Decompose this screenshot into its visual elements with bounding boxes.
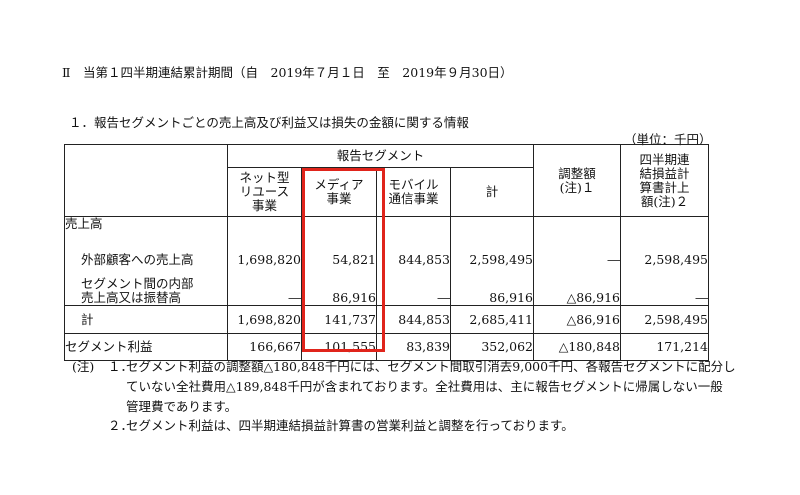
header-consolidated: 四半期連 結損益計 算書計上 額(注)２ bbox=[620, 144, 710, 217]
int-subtotal: 86,916 bbox=[449, 273, 535, 306]
header-mobile: モバイル 通信事業 bbox=[376, 167, 451, 217]
note-mark: (注) bbox=[72, 359, 95, 374]
ext-media: 54,821 bbox=[301, 247, 377, 273]
profit-subtotal: 352,062 bbox=[449, 333, 535, 361]
ext-subtotal: 2,598,495 bbox=[449, 247, 535, 273]
total-subtotal: 2,685,411 bbox=[449, 305, 535, 334]
header-reuse: ネット型 リユース 事業 bbox=[227, 167, 302, 217]
profit-consolidated: 171,214 bbox=[620, 333, 710, 361]
row-internal-sales: セグメント間の内部 売上高又は振替高 ― 86,916 ― 86,916 △86… bbox=[64, 273, 710, 306]
row-external-label: 外部顧客への売上高 bbox=[64, 247, 228, 273]
ext-consolidated: 2,598,495 bbox=[620, 247, 710, 273]
note-1-line-1: セグメント利益の調整額△180,848千円には、セグメント間取引消去9,000千… bbox=[126, 359, 736, 374]
row-sales-label: 売上高 bbox=[64, 216, 228, 247]
note-1-line-2: ていない全社費用△189,848千円が含まれております。全社費用は、主に報告セグ… bbox=[126, 379, 723, 394]
period-heading: Ⅱ 当第１四半期連結累計期間（自 2019年７月１日 至 2019年９月30日） bbox=[62, 65, 513, 80]
int-adjust: △86,916 bbox=[533, 273, 622, 306]
int-media: 86,916 bbox=[301, 273, 377, 306]
note-2-line-1: セグメント利益は、四半期連結損益計算書の営業利益と調整を行っております。 bbox=[126, 418, 574, 433]
ext-reuse: 1,698,820 bbox=[227, 247, 302, 273]
int-reuse: ― bbox=[227, 273, 302, 306]
header-reporting-segment: 報告セグメント bbox=[226, 144, 535, 168]
row-segment-profit: セグメント利益 166,667 101,555 83,839 352,062 △… bbox=[64, 333, 710, 361]
note-1-line-3: 管理費であります。 bbox=[126, 399, 238, 414]
row-total-label: 計 bbox=[64, 305, 228, 334]
row-sales: 売上高 bbox=[64, 216, 710, 247]
int-consolidated: ― bbox=[620, 273, 710, 306]
header-row-1: 報告セグメント 調整額 (注)１ 四半期連 結損益計 算書計上 額(注)２ bbox=[64, 144, 710, 217]
row-external-sales: 外部顧客への売上高 1,698,820 54,821 844,853 2,598… bbox=[64, 247, 710, 273]
row-total: 計 1,698,820 141,737 844,853 2,685,411 △8… bbox=[64, 305, 710, 334]
profit-mobile: 83,839 bbox=[376, 333, 451, 361]
row-profit-label: セグメント利益 bbox=[64, 333, 228, 361]
note-2-number: ２． bbox=[108, 418, 134, 433]
total-media: 141,737 bbox=[301, 305, 377, 334]
total-mobile: 844,853 bbox=[376, 305, 451, 334]
unit-label: （単位：千円） bbox=[624, 132, 712, 147]
section-heading: １．報告セグメントごとの売上高及び利益又は損失の金額に関する情報 bbox=[69, 115, 469, 130]
header-media: メディア 事業 bbox=[301, 167, 377, 217]
header-adjustment: 調整額 (注)１ bbox=[533, 144, 622, 217]
profit-adjust: △180,848 bbox=[533, 333, 622, 361]
header-row-2: ネット型 リユース 事業 メディア 事業 モバイル 通信事業 計 bbox=[65, 167, 709, 217]
note-1-number: １． bbox=[108, 359, 134, 374]
corner-cell bbox=[64, 144, 228, 217]
total-reuse: 1,698,820 bbox=[227, 305, 302, 334]
int-mobile: ― bbox=[376, 273, 451, 306]
row-internal-label: セグメント間の内部 売上高又は振替高 bbox=[64, 273, 228, 306]
header-subtotal: 計 bbox=[449, 167, 535, 217]
total-consolidated: 2,598,495 bbox=[620, 305, 710, 334]
ext-mobile: 844,853 bbox=[376, 247, 451, 273]
ext-adjust: ― bbox=[533, 247, 622, 273]
segment-table: 報告セグメント 調整額 (注)１ 四半期連 結損益計 算書計上 額(注)２ ネッ… bbox=[64, 144, 710, 361]
total-adjust: △86,916 bbox=[533, 305, 622, 334]
